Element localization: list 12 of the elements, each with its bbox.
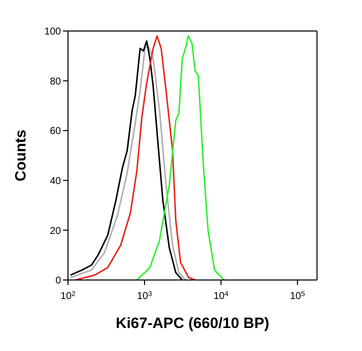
y-tick-label: 100 [44, 26, 62, 38]
y-tick-label: 20 [50, 226, 62, 237]
x-tick-label: 10$^{4}$ [213, 290, 229, 302]
x-tick-label: 10$^{5}$ [290, 290, 306, 302]
y-tick-label: 0 [55, 276, 62, 287]
y-tick-label: 80 [50, 76, 62, 88]
x-tick-label: 10$^{3}$ [136, 290, 152, 302]
y-axis-title: Counts [12, 130, 30, 182]
y-tick-label: 60 [50, 126, 62, 138]
x-axis-title: Ki67-APC (660/10 BP) [116, 315, 270, 332]
y-tick-label: 40 [50, 176, 62, 187]
x-tick-label: 10$^{2}$ [60, 290, 76, 302]
